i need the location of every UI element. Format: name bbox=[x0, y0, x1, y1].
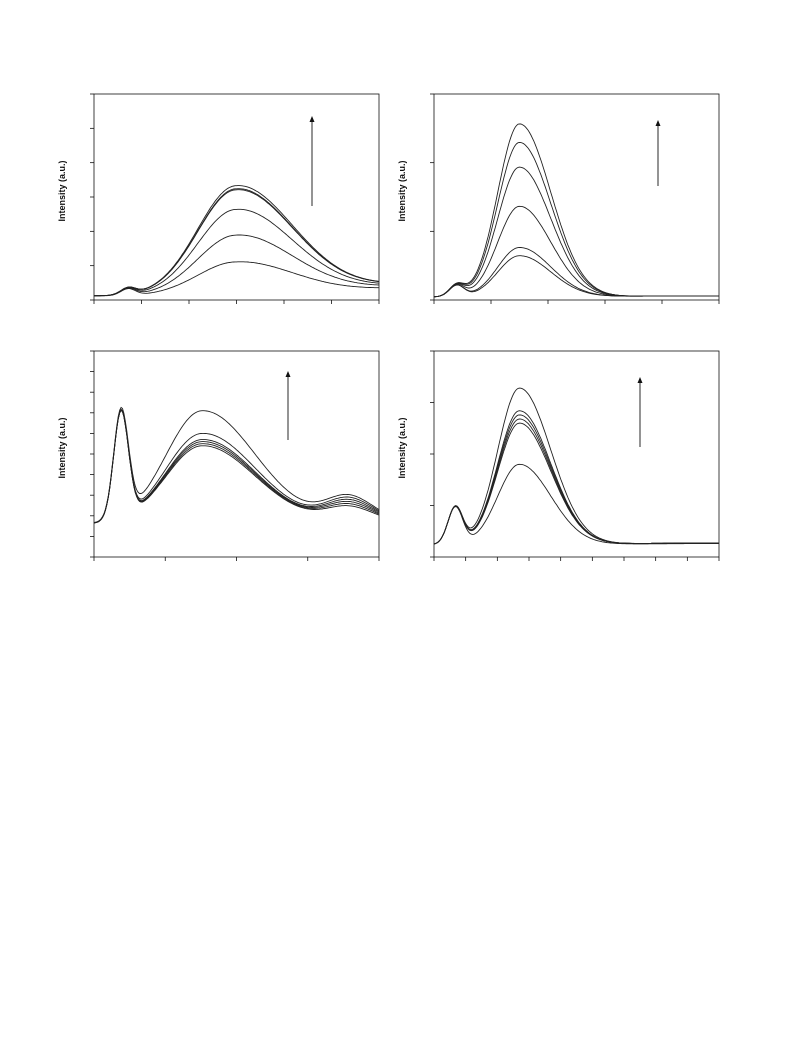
series-line-6 bbox=[433, 387, 719, 545]
chart-panel-a: Intensity (a.u.) bbox=[50, 88, 410, 328]
series-line-1 bbox=[433, 255, 719, 298]
trend-arrow-head bbox=[285, 371, 291, 377]
chart-svg-c bbox=[90, 350, 380, 561]
series-line-5 bbox=[433, 410, 719, 545]
series-line-5 bbox=[93, 188, 380, 297]
plot-frame bbox=[93, 93, 380, 301]
series-line-4 bbox=[433, 166, 719, 298]
series-line-4 bbox=[93, 189, 380, 297]
series-line-4 bbox=[93, 409, 380, 524]
trend-arrow-head bbox=[309, 116, 315, 122]
plot-frame bbox=[433, 93, 720, 301]
series-line-1 bbox=[93, 409, 380, 524]
series-line-5 bbox=[93, 408, 380, 524]
series-line-3 bbox=[94, 208, 380, 297]
series-line-6 bbox=[433, 123, 719, 298]
plot-frame bbox=[93, 350, 380, 558]
series-line-1 bbox=[433, 463, 719, 545]
chart-svg-d bbox=[430, 350, 720, 561]
chart-panel-b: Intensity (a.u.) bbox=[390, 88, 750, 328]
series-line-2 bbox=[93, 409, 380, 524]
series-line-5 bbox=[434, 141, 719, 298]
trend-arrow-head bbox=[655, 120, 661, 126]
series-line-6 bbox=[93, 406, 380, 523]
series-line-3 bbox=[433, 205, 719, 298]
trend-arrow-head bbox=[637, 377, 643, 383]
chart-svg-b bbox=[430, 93, 720, 304]
series-line-1 bbox=[94, 261, 379, 297]
series-line-3 bbox=[93, 409, 380, 524]
series-line-6 bbox=[93, 185, 380, 297]
chart-panel-c: Intensity (a.u.) bbox=[50, 345, 410, 585]
chart-panel-d: Intensity (a.u.) bbox=[390, 345, 750, 585]
chart-svg-a bbox=[90, 93, 380, 304]
series-line-2 bbox=[94, 234, 380, 297]
